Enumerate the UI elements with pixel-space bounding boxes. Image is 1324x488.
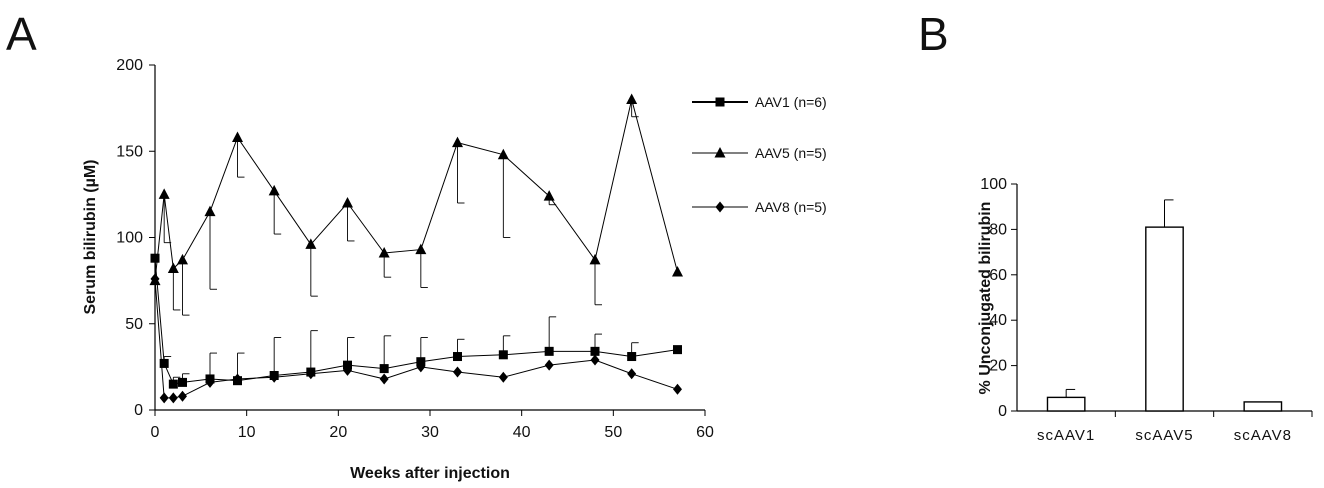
data-point-square bbox=[544, 346, 554, 356]
bar-category-label: scAAV5 bbox=[1135, 427, 1193, 444]
line-chart-tick-labels: 0 50 100 150 200 0 10 20 30 40 50 60 bbox=[116, 57, 714, 441]
data-point-diamond bbox=[205, 376, 215, 388]
data-point-triangle bbox=[342, 197, 353, 208]
data-point-diamond bbox=[453, 366, 462, 378]
data-point-triangle bbox=[589, 253, 601, 265]
data-point-triangle bbox=[204, 205, 216, 217]
legend-entry: AAV1 (n=6) bbox=[692, 94, 827, 110]
legend-marker-square bbox=[715, 97, 725, 107]
line-chart-y-tick-label: 100 bbox=[116, 230, 143, 247]
bar-scAAV5 bbox=[1145, 226, 1184, 412]
legend-label: AAV1 (n=6) bbox=[755, 94, 827, 110]
data-point-triangle bbox=[167, 262, 179, 274]
data-point-square bbox=[498, 350, 508, 360]
bar-chart-tick-labels: 0 20 40 60 80 100 scAAV1 scAAV5 scAAV8 bbox=[980, 176, 1292, 444]
line-chart-y-tick-label: 200 bbox=[116, 57, 143, 74]
bar-scAAV8 bbox=[1243, 401, 1283, 412]
line-chart-y-tick-label: 50 bbox=[125, 316, 143, 333]
bar-chart-y-tick-label: 0 bbox=[998, 403, 1007, 420]
data-point-triangle bbox=[672, 266, 683, 277]
line-chart-x-tick-label: 10 bbox=[238, 424, 256, 441]
line-chart-x-tick-label: 30 bbox=[421, 424, 439, 441]
bar-chart-y-tick-label: 80 bbox=[989, 221, 1007, 238]
bar-category-label: scAAV1 bbox=[1037, 427, 1095, 444]
data-point-diamond bbox=[159, 392, 169, 404]
data-point-triangle bbox=[232, 131, 243, 142]
data-point-diamond bbox=[168, 392, 178, 404]
data-point-diamond bbox=[269, 371, 279, 383]
data-point-diamond bbox=[379, 373, 389, 385]
data-point-square bbox=[178, 377, 187, 387]
panel-label-b: B bbox=[918, 8, 949, 60]
data-point-square bbox=[673, 345, 682, 355]
data-point-diamond bbox=[233, 373, 242, 385]
data-point-square bbox=[627, 352, 637, 362]
line-series-triangle bbox=[149, 93, 683, 316]
line-series-diamond bbox=[150, 273, 682, 404]
data-point-diamond bbox=[306, 368, 316, 380]
data-point-triangle bbox=[177, 253, 188, 265]
data-point-square bbox=[379, 364, 389, 374]
line-chart-x-tick-label: 0 bbox=[151, 424, 160, 441]
data-point-triangle bbox=[543, 190, 555, 201]
data-point-diamond bbox=[416, 361, 426, 373]
data-point-triangle bbox=[626, 93, 638, 104]
bar-chart-y-tick-label: 100 bbox=[980, 176, 1007, 193]
data-point-diamond bbox=[150, 273, 160, 285]
data-point-diamond bbox=[343, 364, 352, 376]
data-point-triangle bbox=[268, 184, 280, 196]
bar-chart-y-tick-label: 20 bbox=[989, 358, 1007, 375]
data-point-triangle bbox=[415, 243, 427, 255]
panel-label-a: A bbox=[6, 8, 37, 60]
data-point-diamond bbox=[544, 359, 554, 371]
legend-entry: AAV5 (n=5) bbox=[692, 145, 827, 161]
bar-chart-y-tick-label: 60 bbox=[989, 267, 1007, 284]
data-point-triangle bbox=[305, 238, 317, 249]
data-point-square bbox=[150, 253, 160, 263]
data-point-diamond bbox=[673, 383, 682, 395]
data-point-triangle bbox=[158, 188, 170, 199]
line-chart-y-tick-label: 0 bbox=[134, 402, 143, 419]
line-chart-series bbox=[149, 93, 683, 404]
line-chart-y-axis-title: Serum bilirubin (µM) bbox=[82, 160, 99, 315]
data-point-square bbox=[168, 379, 178, 389]
line-chart-x-tick-label: 50 bbox=[604, 424, 622, 441]
line-chart-x-tick-label: 20 bbox=[329, 424, 347, 441]
bar-chart-y-tick-label: 40 bbox=[989, 312, 1007, 329]
bar-scAAV1 bbox=[1046, 396, 1086, 412]
legend-marker-triangle bbox=[714, 147, 726, 158]
data-point-square bbox=[590, 346, 600, 356]
series-line bbox=[154, 258, 678, 385]
legend-marker-diamond bbox=[715, 201, 725, 213]
data-point-square bbox=[453, 352, 462, 362]
data-point-triangle bbox=[497, 148, 509, 160]
data-point-triangle bbox=[378, 247, 390, 258]
data-point-diamond bbox=[590, 354, 600, 366]
data-point-diamond bbox=[178, 390, 187, 402]
data-point-square bbox=[159, 358, 169, 368]
line-chart-legend: AAV1 (n=6) AAV5 (n=5) AAV8 (n=5) bbox=[692, 94, 827, 215]
data-point-triangle bbox=[452, 136, 463, 148]
line-chart-y-tick-label: 150 bbox=[116, 143, 143, 160]
bar-chart-bars bbox=[1046, 199, 1283, 412]
line-chart-axes bbox=[149, 64, 706, 416]
bar-category-label: scAAV8 bbox=[1234, 427, 1292, 444]
data-point-diamond bbox=[498, 371, 508, 383]
legend-entry: AAV8 (n=5) bbox=[692, 199, 827, 215]
bar-chart-y-axis-title: % Unconjugated bilirubin bbox=[977, 202, 994, 395]
legend-label: AAV8 (n=5) bbox=[755, 199, 827, 215]
line-chart-x-axis-title: Weeks after injection bbox=[350, 465, 510, 482]
line-chart-x-tick-label: 40 bbox=[513, 424, 531, 441]
data-point-diamond bbox=[627, 368, 637, 380]
legend-label: AAV5 (n=5) bbox=[755, 145, 827, 161]
line-chart-x-tick-label: 60 bbox=[696, 424, 714, 441]
